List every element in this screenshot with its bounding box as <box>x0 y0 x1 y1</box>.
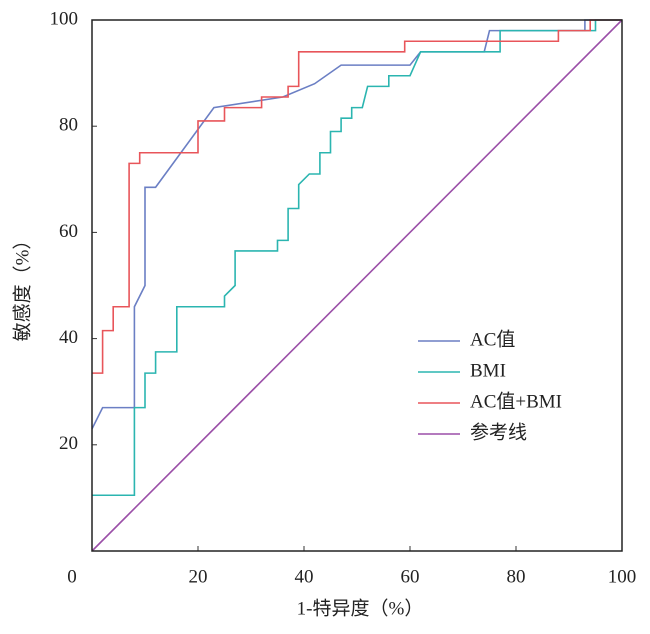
legend-label: 参考线 <box>470 421 527 443</box>
x-tick-label: 20 <box>189 566 208 587</box>
plot-frame <box>91 19 623 552</box>
y-tick-label: 60 <box>59 221 78 242</box>
series-line <box>91 19 623 552</box>
y-tick-label: 40 <box>59 327 78 348</box>
x-tick-label: 80 <box>507 566 526 587</box>
x-axis-label: 1-特异度（%） <box>297 597 424 619</box>
y-tick-label: 20 <box>59 433 78 454</box>
y-tick-label: 100 <box>50 8 79 29</box>
legend-label: BMI <box>470 360 506 381</box>
y-axis-label: 敏感度（%） <box>11 231 33 342</box>
series-line <box>91 19 622 430</box>
x-tick-label: 0 <box>67 566 77 587</box>
x-tick-label: 60 <box>401 566 420 587</box>
y-tick-label: 80 <box>59 115 78 136</box>
x-tick-label: 100 <box>608 566 637 587</box>
legend-label: AC值+BMI <box>470 390 562 412</box>
x-tick-label: 40 <box>295 566 314 587</box>
series-line <box>92 19 622 497</box>
series-line <box>92 19 622 374</box>
legend-label: AC值 <box>470 328 515 350</box>
